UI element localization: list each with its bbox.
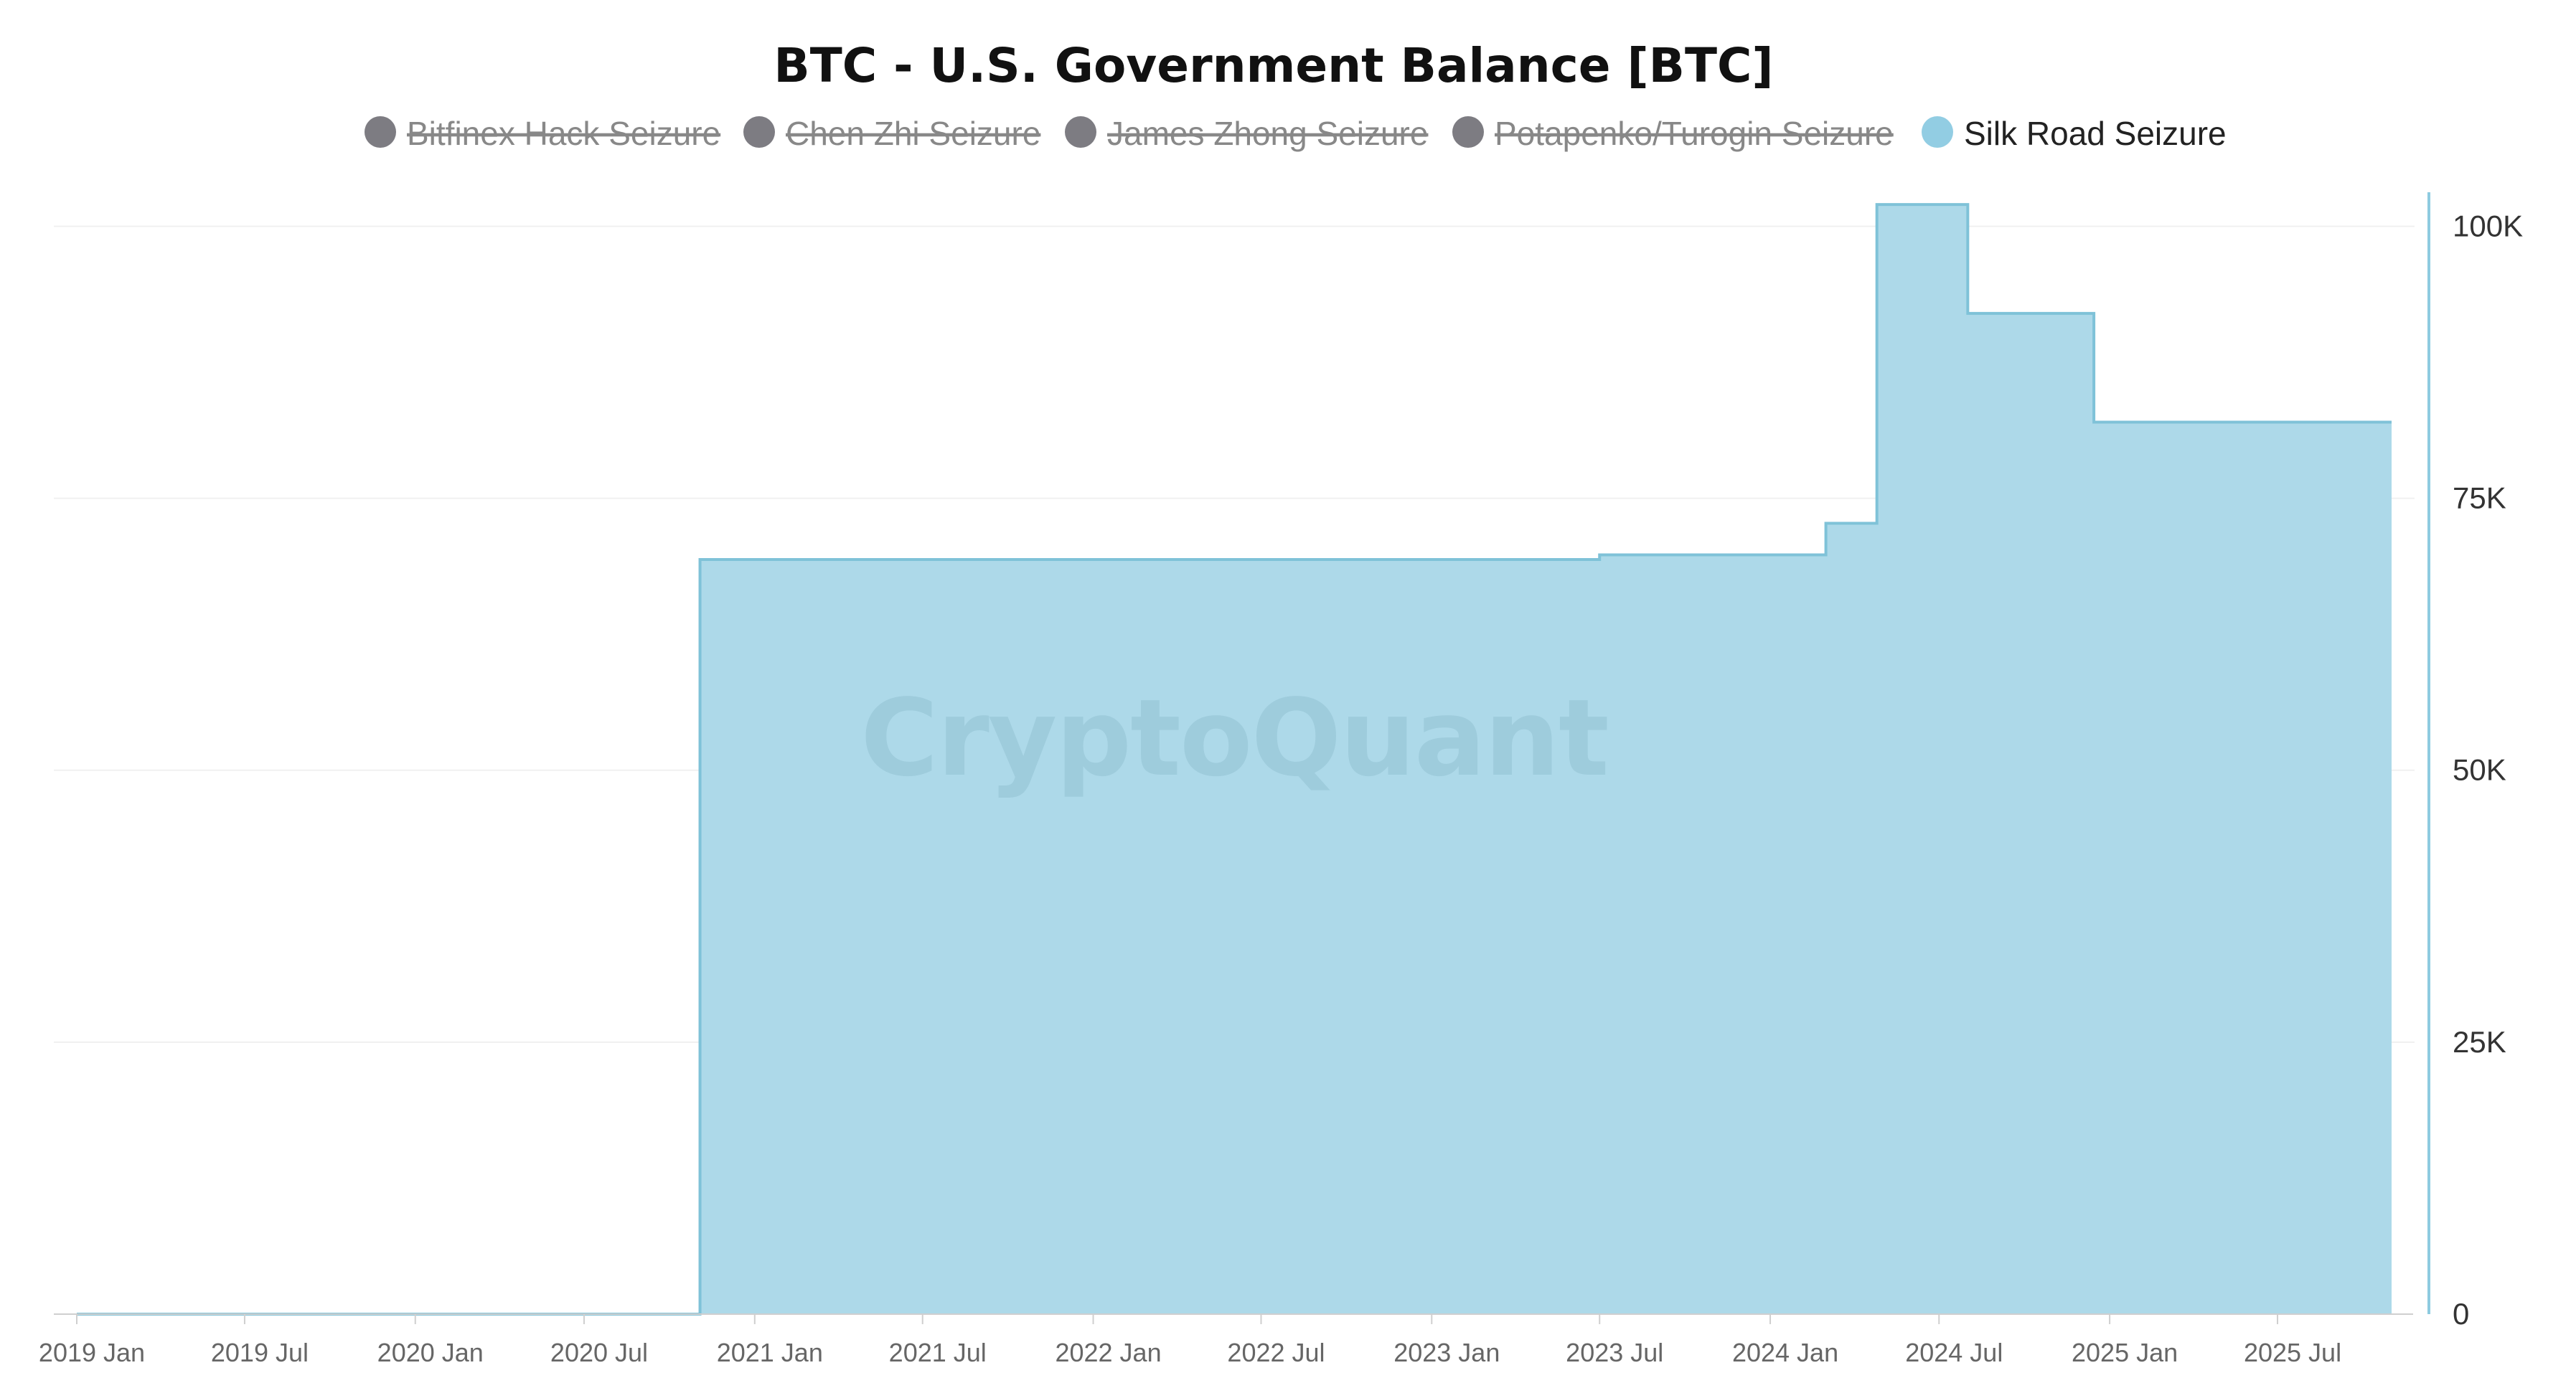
- legend: Bitfinex Hack Seizure Chen Zhi Seizure Jam…: [365, 115, 2227, 152]
- x-tick-label: 2022 Jul: [1227, 1338, 1325, 1367]
- x-tick: 2024 Jul: [1905, 1314, 2003, 1367]
- watermark: CryptoQuant: [860, 676, 1608, 800]
- x-tick-label: 2022 Jan: [1055, 1338, 1161, 1367]
- legend-label: Bitfinex Hack Seizure: [407, 115, 720, 152]
- x-tick-label: 2020 Jan: [377, 1338, 484, 1367]
- legend-marker: [1452, 116, 1484, 148]
- x-tick: 2020 Jan: [377, 1314, 484, 1367]
- x-tick: 2021 Jan: [717, 1314, 823, 1367]
- x-tick-label: 2025 Jan: [2072, 1338, 2178, 1367]
- x-tick: 2023 Jul: [1566, 1314, 1663, 1367]
- x-tick: 2023 Jan: [1393, 1314, 1500, 1367]
- x-tick: 2025 Jul: [2244, 1314, 2341, 1367]
- y-tick-label: 75K: [2453, 481, 2506, 515]
- x-axis-ticks: 2019 Jan 2019 Jul 2020 Jan 2020 Jul 2021 Jan…: [39, 1314, 2341, 1367]
- legend-item[interactable]: Chen Zhi Seizure: [743, 115, 1040, 152]
- axes: [54, 192, 2430, 1315]
- legend-label: Chen Zhi Seizure: [786, 115, 1040, 152]
- x-tick-label: 2025 Jul: [2244, 1338, 2341, 1367]
- legend-label: Silk Road Seizure: [1964, 115, 2227, 152]
- legend-label: James Zhong Seizure: [1107, 115, 1428, 152]
- y-axis-ticks: 0 25K 50K 75K 100K: [2453, 209, 2523, 1331]
- y-tick-label: 100K: [2453, 209, 2523, 242]
- legend-item[interactable]: Bitfinex Hack Seizure: [365, 115, 720, 152]
- x-tick-label: 2023 Jan: [1393, 1338, 1500, 1367]
- x-tick-label: 2019 Jan: [39, 1338, 145, 1367]
- legend-item[interactable]: Potapenko/Turogin Seizure: [1452, 115, 1894, 152]
- legend-marker: [365, 116, 396, 148]
- legend-label: Potapenko/Turogin Seizure: [1495, 115, 1894, 152]
- series-area: [77, 204, 2392, 1314]
- x-tick-label: 2023 Jul: [1566, 1338, 1663, 1367]
- x-tick: 2019 Jul: [211, 1314, 309, 1367]
- legend-marker: [1065, 116, 1096, 148]
- x-tick: 2024 Jan: [1732, 1314, 1838, 1367]
- x-tick-label: 2019 Jul: [211, 1338, 309, 1367]
- x-tick-label: 2024 Jul: [1905, 1338, 2003, 1367]
- x-tick: 2025 Jan: [2072, 1314, 2178, 1367]
- legend-item[interactable]: Silk Road Seizure: [1922, 115, 2227, 152]
- series-line: [77, 203, 2392, 1316]
- x-tick-label: 2021 Jul: [889, 1338, 987, 1367]
- y-tick-label: 50K: [2453, 753, 2506, 787]
- x-tick: 2021 Jul: [889, 1314, 987, 1367]
- x-tick: 2022 Jan: [1055, 1314, 1162, 1367]
- chart-title: BTC - U.S. Government Balance [BTC]: [774, 38, 1773, 93]
- legend-marker: [743, 116, 775, 148]
- plot-area: [77, 203, 2392, 1316]
- x-tick: 2022 Jul: [1227, 1314, 1325, 1367]
- x-tick: 2020 Jul: [550, 1314, 648, 1367]
- x-tick-label: 2020 Jul: [550, 1338, 648, 1367]
- x-tick-label: 2024 Jan: [1732, 1338, 1838, 1367]
- y-tick-label: 0: [2453, 1297, 2469, 1331]
- x-tick: 2019 Jan: [39, 1314, 145, 1367]
- x-tick-label: 2021 Jan: [717, 1338, 823, 1367]
- legend-marker: [1922, 116, 1953, 148]
- y-tick-label: 25K: [2453, 1025, 2506, 1059]
- legend-item[interactable]: James Zhong Seizure: [1065, 115, 1428, 152]
